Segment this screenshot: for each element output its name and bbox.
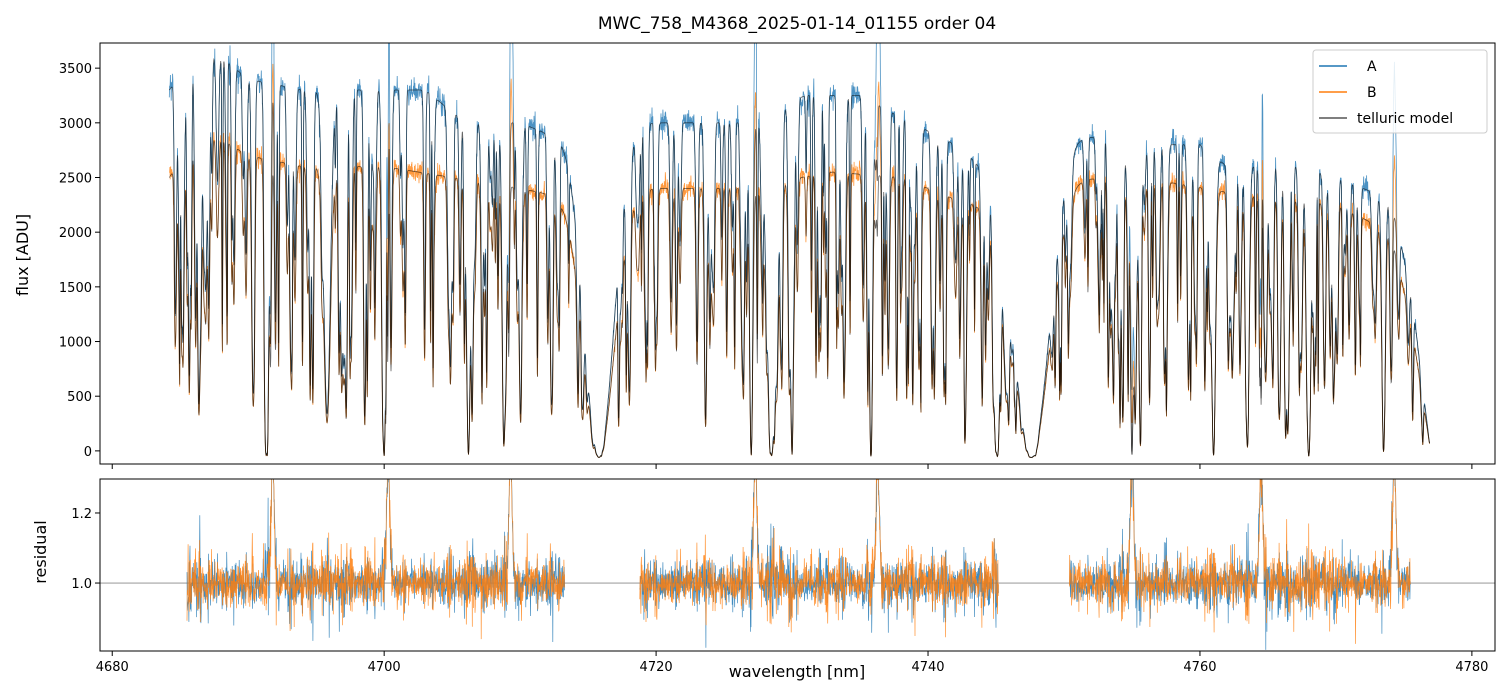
- residual-panel: [100, 479, 1495, 650]
- residual-y-tick-label: 1.0: [71, 577, 92, 592]
- flux-y-tick-label: 3000: [59, 117, 92, 132]
- x-tick-label: 4700: [368, 660, 401, 675]
- residual-axes-frame: [99, 478, 1496, 652]
- series-a-line: [168, 43, 1430, 459]
- x-tick-label: 4760: [1183, 660, 1216, 675]
- flux-y-tick-label: 2000: [59, 226, 92, 241]
- flux-y-axis-label: flux [ADU]: [13, 214, 32, 296]
- x-tick-label: 4740: [911, 660, 944, 675]
- flux-y-tick-label: 500: [67, 390, 92, 405]
- flux-y-tick-label: 0: [84, 445, 92, 460]
- x-tick-label: 4680: [96, 660, 129, 675]
- residual-y-tick-label: 1.2: [71, 507, 92, 522]
- residual-b-line-segment-3: [1069, 479, 1411, 644]
- legend: A B telluric model: [1312, 49, 1488, 134]
- telluric-model-line-a: [169, 57, 1430, 458]
- flux-panel: [168, 43, 1430, 459]
- x-tick-label: 4780: [1455, 660, 1488, 675]
- flux-y-tick-label: 2500: [59, 172, 92, 187]
- residual-y-axis-label: residual: [31, 520, 50, 583]
- x-axis-label: wavelength [nm]: [729, 662, 866, 681]
- flux-axes-frame: [99, 42, 1496, 465]
- legend-label-b: B: [1367, 85, 1377, 101]
- telluric-model-line-b: [168, 139, 1430, 458]
- flux-y-tick-label: 3500: [59, 62, 92, 77]
- flux-y-tick-label: 1500: [59, 281, 92, 296]
- chart-title: MWC_758_M4368_2025-01-14_01155 order 04: [598, 14, 996, 34]
- legend-label-telluric: telluric model: [1357, 111, 1453, 127]
- flux-y-tick-label: 1000: [59, 336, 92, 351]
- residual-b-line-segment-1: [186, 479, 566, 640]
- legend-label-a: A: [1367, 59, 1377, 75]
- x-tick-label: 4720: [640, 660, 673, 675]
- residual-b-line-segment-2: [639, 479, 999, 638]
- residual-a-line-segment-3: [1069, 479, 1411, 650]
